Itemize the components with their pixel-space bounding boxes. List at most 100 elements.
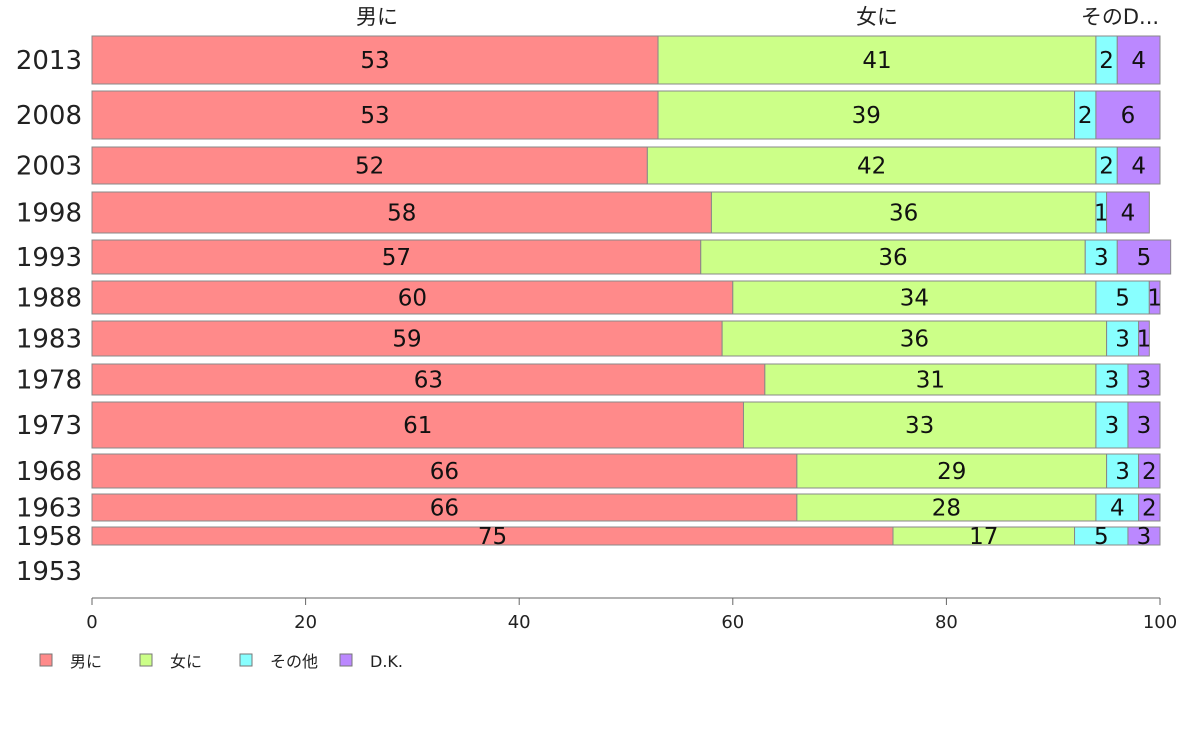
data-label-1993-その他: 3 — [1094, 245, 1109, 271]
data-label-1983-男に: 59 — [392, 327, 421, 353]
bar-1988-女に — [732, 280, 1097, 315]
legend-label-男に: 男に — [70, 652, 102, 671]
x-tick-label-40: 40 — [508, 612, 531, 633]
bar-1973-女に — [742, 401, 1097, 449]
data-label-1973-D.K.: 3 — [1137, 413, 1152, 439]
data-label-1978-D.K.: 3 — [1137, 368, 1152, 394]
bar-1973-男に — [91, 401, 744, 449]
data-label-2008-女に: 39 — [852, 103, 881, 129]
data-label-1968-D.K.: 2 — [1142, 459, 1157, 485]
data-label-1958-男に: 75 — [478, 524, 507, 550]
bar-1963-その他 — [1095, 493, 1140, 522]
legend-swatch-女に — [139, 653, 153, 667]
bar-1958-D.K. — [1127, 526, 1161, 546]
data-label-1958-D.K.: 3 — [1137, 524, 1152, 550]
x-tick-label-100: 100 — [1143, 612, 1177, 633]
data-label-1968-男に: 66 — [430, 459, 459, 485]
bar-1993-男に — [91, 239, 702, 275]
bar-1998-D.K. — [1106, 191, 1150, 234]
data-label-1988-D.K.: 1 — [1147, 286, 1162, 312]
y-tick-label-2003: 2003 — [16, 152, 82, 182]
data-label-2003-女に: 42 — [857, 154, 886, 180]
data-label-1973-女に: 33 — [905, 413, 934, 439]
bar-1983-女に — [721, 320, 1108, 357]
x-tick-label-60: 60 — [721, 612, 744, 633]
data-label-2008-男に: 53 — [360, 103, 389, 129]
bar-1968-女に — [796, 453, 1108, 489]
x-axis: 0 20 40 60 80 100 — [86, 597, 1177, 633]
y-tick-label-1993: 1993 — [16, 243, 82, 273]
y-tick-label-1973: 1973 — [16, 411, 82, 441]
data-label-2008-D.K.: 6 — [1121, 103, 1136, 129]
y-tick-label-1978: 1978 — [16, 366, 82, 396]
y-axis-labels: 2013 2008 2003 1998 1993 1988 1983 1978 1973 1968… — [16, 46, 82, 587]
bar-1998-男に — [91, 191, 712, 234]
bar-1968-その他 — [1106, 453, 1140, 489]
bar-1978-女に — [764, 363, 1097, 396]
y-tick-label-1983: 1983 — [16, 325, 82, 355]
bar-1963-D.K. — [1138, 493, 1161, 522]
data-label-1998-その他: 1 — [1094, 201, 1109, 227]
bar-2008-女に — [657, 90, 1076, 140]
y-tick-label-2013: 2013 — [16, 46, 82, 76]
bar-1988-その他 — [1095, 280, 1150, 315]
legend-swatch-D.K. — [339, 653, 353, 667]
x-tick-label-80: 80 — [935, 612, 958, 633]
bar-1983-D.K. — [1138, 320, 1150, 357]
bar-1963-女に — [796, 493, 1097, 522]
data-label-1968-女に: 29 — [937, 459, 966, 485]
data-label-1958-女に: 17 — [969, 524, 998, 550]
bar-1988-D.K. — [1148, 280, 1161, 315]
bar-2003-D.K. — [1116, 146, 1161, 185]
top-label-women: 女に — [856, 5, 898, 29]
top-label-other: そのD... — [1081, 5, 1159, 29]
bars-area: 53 41 2 453 39 2 652 42 2 458 36 1 457 36 3 560 34 5 159 36… — [91, 35, 1172, 550]
bar-2013-男に — [91, 35, 659, 85]
data-label-1983-D.K.: 1 — [1137, 327, 1152, 353]
bar-1993-その他 — [1084, 239, 1118, 275]
data-label-2013-その他: 2 — [1099, 48, 1114, 74]
y-tick-label-2008: 2008 — [16, 101, 82, 131]
bar-1968-男に — [91, 453, 798, 489]
data-label-1988-その他: 5 — [1115, 286, 1130, 312]
data-label-1958-その他: 5 — [1094, 524, 1109, 550]
y-tick-label-1953: 1953 — [16, 557, 82, 587]
bar-1968-D.K. — [1138, 453, 1161, 489]
bar-2008-男に — [91, 90, 659, 140]
data-label-1993-女に: 36 — [878, 245, 907, 271]
legend-label-D.K.: D.K. — [370, 652, 403, 671]
legend-label-女に: 女に — [170, 652, 202, 671]
data-label-1993-男に: 57 — [382, 245, 411, 271]
data-label-1988-男に: 60 — [398, 286, 427, 312]
bar-1983-男に — [91, 320, 723, 357]
bar-1978-D.K. — [1127, 363, 1161, 396]
data-label-1978-女に: 31 — [916, 368, 945, 394]
data-label-2008-その他: 2 — [1078, 103, 1093, 129]
bar-1998-女に — [710, 191, 1097, 234]
bar-2003-男に — [91, 146, 648, 185]
bar-1988-男に — [91, 280, 734, 315]
data-label-2013-D.K.: 4 — [1131, 48, 1146, 74]
x-tick-label-0: 0 — [86, 612, 97, 633]
top-series-labels: 男に 女に そのD... — [356, 5, 1159, 29]
data-label-1968-その他: 3 — [1115, 459, 1130, 485]
data-label-1998-女に: 36 — [889, 201, 918, 227]
data-label-1963-女に: 28 — [932, 496, 961, 522]
data-label-1973-その他: 3 — [1105, 413, 1120, 439]
y-tick-label-1958: 1958 — [16, 522, 82, 552]
y-tick-label-1968: 1968 — [16, 457, 82, 487]
y-tick-label-1998: 1998 — [16, 199, 82, 229]
data-label-1978-男に: 63 — [414, 368, 443, 394]
data-label-1993-D.K.: 5 — [1137, 245, 1152, 271]
x-tick-label-20: 20 — [294, 612, 317, 633]
y-tick-label-1963: 1963 — [16, 494, 82, 524]
bar-2013-D.K. — [1116, 35, 1161, 85]
bar-2013-女に — [657, 35, 1097, 85]
legend-label-その他: その他 — [270, 652, 318, 671]
data-label-1978-その他: 3 — [1105, 368, 1120, 394]
bar-2003-女に — [646, 146, 1097, 185]
data-label-1998-D.K.: 4 — [1121, 201, 1136, 227]
legend-swatch-その他 — [239, 653, 253, 667]
data-label-1963-その他: 4 — [1110, 496, 1125, 522]
